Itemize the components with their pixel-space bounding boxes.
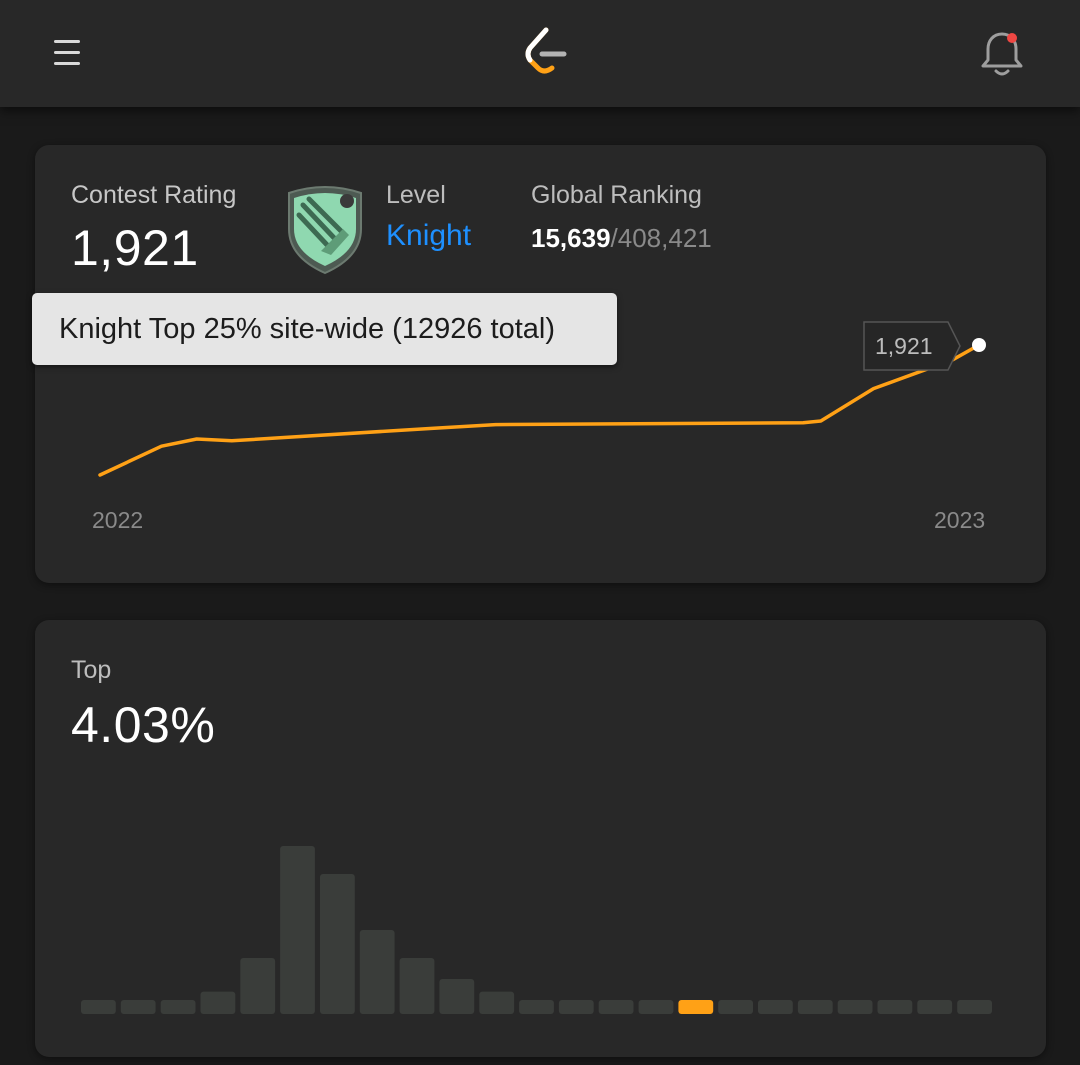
histogram-bar[interactable] <box>479 991 515 1014</box>
top-label: Top <box>71 656 112 684</box>
histogram-bar[interactable] <box>399 958 435 1014</box>
leetcode-logo-icon[interactable] <box>520 24 570 78</box>
histogram-bar[interactable] <box>917 1000 953 1014</box>
top-percentage-value: 4.03% <box>71 697 216 753</box>
current-rating-label: 1,921 <box>863 321 961 371</box>
histogram-bar[interactable] <box>160 1000 196 1014</box>
global-ranking-label: Global Ranking <box>531 181 702 209</box>
histogram-bar[interactable] <box>718 1000 753 1014</box>
level-tooltip: Knight Top 25% site-wide (12926 total) <box>32 293 617 365</box>
top-percentage-card: Top 4.03% <box>35 620 1046 1057</box>
histogram-bar[interactable] <box>877 1000 913 1014</box>
histogram-bar[interactable] <box>598 1000 634 1014</box>
x-tick-label: 2022 <box>92 507 143 533</box>
current-rating-label-text: 1,921 <box>875 333 933 359</box>
global-ranking-position: 15,639 <box>531 223 611 253</box>
top-bar <box>0 0 1080 107</box>
contest-rating-value: 1,921 <box>71 220 199 276</box>
histogram-bar[interactable] <box>638 1000 674 1014</box>
histogram-bar[interactable] <box>359 930 395 1014</box>
global-ranking-separator: / <box>610 223 618 253</box>
rating-distribution-histogram[interactable] <box>35 620 1046 1057</box>
histogram-bar[interactable] <box>558 1000 594 1014</box>
contest-rating-label: Contest Rating <box>71 181 237 209</box>
knight-badge-icon[interactable] <box>281 185 369 277</box>
histogram-bar[interactable] <box>837 1000 873 1014</box>
histogram-bar-current[interactable] <box>678 1000 714 1014</box>
level-label: Level <box>386 181 446 209</box>
histogram-bar[interactable] <box>81 1000 116 1014</box>
notification-dot-icon <box>1007 33 1017 43</box>
rating-history-chart[interactable]: 1,921 2022 2023 <box>35 145 1046 583</box>
hamburger-menu-icon[interactable] <box>50 36 86 70</box>
x-tick-label: 2023 <box>934 507 985 533</box>
histogram-bar[interactable] <box>797 1000 833 1014</box>
histogram-bar[interactable] <box>200 991 236 1014</box>
current-rating-point[interactable] <box>972 338 986 352</box>
histogram-bar[interactable] <box>519 1000 554 1014</box>
histogram-bar[interactable] <box>280 846 315 1014</box>
histogram-bar[interactable] <box>957 1000 992 1014</box>
global-ranking-value: 15,639/408,421 <box>531 223 712 254</box>
bell-icon[interactable] <box>976 28 1028 80</box>
histogram-bar[interactable] <box>120 1000 156 1014</box>
global-ranking-total: 408,421 <box>617 223 712 253</box>
histogram-bar[interactable] <box>439 979 475 1014</box>
level-value: Knight <box>386 219 472 252</box>
rating-history-line <box>98 343 981 477</box>
histogram-bar[interactable] <box>240 958 276 1014</box>
histogram-bar[interactable] <box>320 874 355 1014</box>
histogram-bar[interactable] <box>758 1000 793 1014</box>
